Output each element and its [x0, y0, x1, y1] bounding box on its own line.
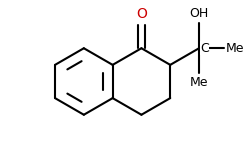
Text: Me: Me	[190, 76, 208, 89]
Text: C: C	[200, 42, 208, 55]
Text: Me: Me	[226, 42, 245, 55]
Text: OH: OH	[189, 7, 209, 20]
Text: O: O	[136, 7, 147, 21]
